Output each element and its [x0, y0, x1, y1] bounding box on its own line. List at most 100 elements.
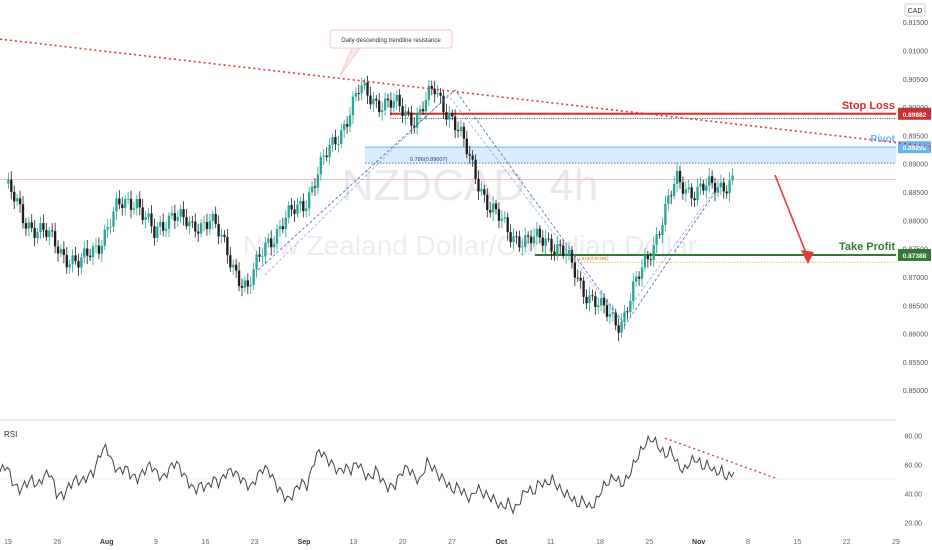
candle-body	[322, 155, 325, 157]
candle-body	[597, 305, 600, 307]
candle-body	[521, 246, 524, 248]
candle-body	[640, 267, 644, 279]
candle-body	[13, 191, 16, 202]
candle-body	[170, 213, 174, 216]
y-axis[interactable]: 0.91500 0.91000 0.90500 0.90000 0.89500 0.890…	[903, 20, 928, 528]
candle-body	[255, 254, 258, 270]
x-axis[interactable]: 19 26 Aug 9 16 23 Sep 13 20 27 Oct 11 18 25 Nov 8 15 22 29	[4, 539, 900, 546]
rsi-trendline[interactable]	[664, 437, 779, 480]
x-tick-label: 18	[596, 539, 604, 546]
candle-body	[88, 255, 92, 258]
annotation-box	[329, 29, 453, 49]
forecast-arrow-head	[801, 250, 814, 264]
candle-body	[681, 182, 685, 194]
candle-body	[15, 198, 19, 202]
candle-body	[582, 280, 585, 297]
candle-body	[591, 295, 594, 297]
candle-body	[167, 215, 171, 229]
candle-body	[573, 262, 577, 278]
candle-body	[159, 222, 162, 227]
candle-body	[407, 111, 410, 113]
level-label: Pivot	[871, 134, 896, 145]
y-tick-label: 0.91000	[903, 48, 928, 55]
candle-body	[68, 264, 71, 268]
candle-body	[45, 229, 48, 237]
candle-body	[176, 216, 179, 221]
candle-body	[614, 312, 617, 326]
candle-body	[512, 236, 515, 243]
candle-body	[33, 227, 36, 238]
candle-body	[59, 249, 63, 254]
candle-body	[386, 98, 390, 101]
candle-body	[293, 209, 296, 214]
rsi-tick-label: 80.00	[904, 433, 922, 440]
candle-body	[194, 221, 197, 232]
candle-body	[372, 98, 375, 105]
candle-body	[716, 187, 720, 193]
candle-body	[664, 203, 667, 225]
rsi-tick-label: 20.00	[904, 521, 922, 528]
x-tick-label: 9	[154, 539, 158, 546]
candle-body	[678, 170, 682, 183]
candle-body	[538, 228, 541, 238]
x-tick-label: Sep	[298, 539, 311, 546]
candle-body	[670, 195, 673, 197]
candle-body	[547, 238, 550, 240]
candle-body	[424, 99, 428, 112]
y-tick-label: 0.87500	[903, 247, 928, 254]
candle-body	[576, 277, 579, 279]
candle-body	[731, 175, 734, 181]
y-tick-label: 0.90000	[903, 105, 928, 112]
candle-body	[74, 255, 77, 262]
candle-body	[421, 109, 425, 112]
y-tick-label: 0.89000	[903, 162, 928, 169]
candle-body	[383, 98, 387, 111]
y-tick-label: 0.88500	[903, 190, 928, 197]
rsi-layer	[0, 434, 896, 515]
rsi-tick-label: 40.00	[904, 492, 922, 499]
candle-body	[445, 112, 448, 120]
annotation-callout[interactable]: Daily descending trendline resistance	[329, 29, 453, 77]
candle-body	[611, 312, 614, 315]
candle-body	[494, 203, 498, 210]
candle-body	[30, 222, 33, 228]
candle-body	[10, 179, 13, 192]
x-tick-label: Nov	[692, 539, 705, 546]
candle-body	[672, 184, 676, 197]
candle-body	[529, 236, 533, 244]
candle-body	[202, 222, 206, 223]
candle-body	[722, 182, 725, 192]
candle-body	[626, 311, 629, 313]
candle-body	[471, 155, 474, 160]
candle-body	[710, 176, 714, 183]
candle-body	[416, 114, 419, 128]
candle-body	[51, 230, 54, 232]
candle-body	[559, 244, 562, 246]
candle-body	[404, 111, 407, 117]
main-background	[0, 0, 932, 420]
candle-body	[305, 208, 308, 212]
candle-body	[182, 209, 185, 218]
candle-body	[220, 234, 223, 237]
currency-badge[interactable]: CAD	[904, 3, 926, 17]
x-tick-label: 16	[201, 539, 209, 546]
candle-body	[483, 189, 486, 195]
candle-body	[296, 204, 299, 214]
candle-body	[608, 314, 612, 317]
candle-body	[526, 235, 530, 237]
candle-body	[410, 112, 413, 126]
rsi-line[interactable]	[0, 434, 735, 515]
candle-body	[150, 213, 153, 227]
price-badge	[898, 248, 931, 261]
candle-body	[124, 199, 127, 209]
candle-body	[97, 245, 101, 254]
candle-body	[164, 228, 168, 231]
trendline-resistance[interactable]	[0, 38, 932, 148]
x-tick-label: 8	[746, 539, 750, 546]
candle-body	[144, 217, 147, 220]
candle-body	[649, 259, 652, 261]
y-tick-label: 0.85500	[903, 360, 928, 367]
candle-body	[713, 182, 717, 193]
candle-body	[699, 183, 702, 187]
